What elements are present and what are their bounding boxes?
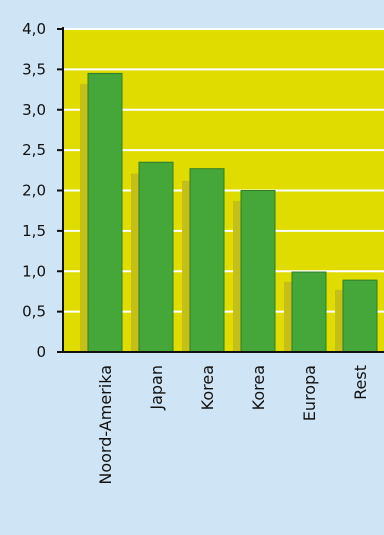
bar-shadow [335, 289, 343, 352]
bar-shadow [284, 281, 292, 352]
x-tick-label: Korea [249, 365, 268, 410]
x-tick-label: Europa [300, 365, 319, 421]
bar-shadows [80, 83, 343, 352]
y-tick-label: 0,5 [22, 303, 46, 321]
y-axis-ticks: 0 0,5 1,0 1,5 2,0 2,5 3,0 3,5 4,0 [22, 20, 63, 361]
y-tick-label: 3,5 [22, 60, 46, 78]
y-tick-label: 3,0 [22, 101, 46, 119]
y-tick-label: 1,0 [22, 262, 46, 280]
bar [240, 190, 276, 353]
x-axis-labels: Noord-Amerika Japan Korea Korea Europa Rest [96, 365, 370, 485]
bars [87, 72, 378, 353]
y-tick-label: 0 [36, 343, 46, 361]
bar-shadow [182, 180, 190, 352]
y-tick-label: 4,0 [22, 20, 46, 38]
bar-shadow [131, 173, 139, 352]
x-tick-label: Rest [351, 365, 370, 400]
bar [87, 72, 123, 353]
x-tick-label: Korea [198, 365, 217, 410]
bar [189, 168, 225, 353]
y-tick-label: 2,5 [22, 141, 46, 159]
bar [291, 271, 327, 353]
y-tick-label: 1,5 [22, 222, 46, 240]
y-tick-label: 2,0 [22, 182, 46, 200]
bar-shadow [80, 83, 88, 352]
bar-shadow [233, 200, 241, 352]
bar [342, 279, 378, 353]
bar [138, 161, 174, 353]
x-tick-label: Noord-Amerika [96, 365, 115, 485]
x-tick-label: Japan [147, 365, 166, 411]
